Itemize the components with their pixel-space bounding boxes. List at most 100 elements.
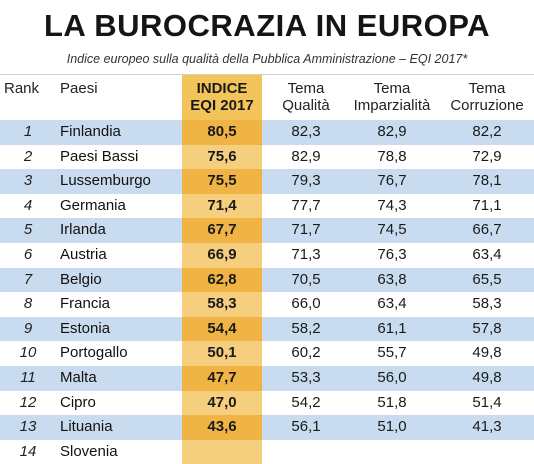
header-paesi: Paesi: [60, 80, 98, 97]
header-corruzione: Tema Corruzione: [450, 80, 524, 114]
table-row: 6 Austria 66,9 71,3 76,3 63,4: [0, 242, 534, 268]
indice-cell: 80,5: [182, 120, 262, 145]
imparzialita-cell: 56,0: [377, 368, 407, 386]
rank-cell: 8: [23, 295, 33, 313]
country-cell: Belgio: [60, 270, 102, 288]
imparzialita-cell: 82,9: [377, 123, 407, 140]
rank-cell: 3: [23, 172, 33, 190]
qualita-cell: 82,3: [291, 123, 321, 140]
country-cell: Lituania: [60, 418, 113, 436]
country-cell: Finlandia: [60, 123, 121, 140]
qualita-cell: 53,3: [291, 368, 321, 386]
country-cell: Estonia: [60, 319, 111, 337]
imparzialita-cell: 63,4: [377, 295, 407, 313]
corruzione-cell: 72,9: [472, 147, 502, 165]
rank-cell: 2: [23, 147, 33, 165]
corruzione-cell: 78,1: [472, 172, 502, 190]
imparzialita-cell: 76,3: [377, 245, 407, 263]
qualita-cell: 60,2: [291, 344, 321, 362]
header-imparzialita: Tema Imparzialità: [353, 80, 431, 114]
qualita-cell: [270, 440, 342, 464]
table-row: 12 Cipro 47,0 54,2 51,8 51,4: [0, 390, 534, 416]
table-header: Rank Paesi INDICE EQI 2017 Tema Qualità …: [0, 74, 534, 121]
corruzione-cell: 66,7: [472, 221, 502, 239]
table-row: 1 Finlandia 80,5 82,3 82,9 82,2: [0, 120, 534, 145]
imparzialita-cell: 63,8: [377, 270, 407, 288]
corruzione-cell: 65,5: [472, 270, 502, 288]
rank-cell: 1: [23, 123, 33, 140]
indice-cell: 62,8: [182, 267, 262, 293]
country-cell: Francia: [60, 295, 111, 313]
imparzialita-cell: 74,5: [377, 221, 407, 239]
indice-cell: 75,5: [182, 169, 262, 194]
country-cell: Cipro: [60, 393, 96, 411]
indice-cell: [182, 439, 262, 464]
page-title: LA BUROCRAZIA IN EUROPA: [43, 8, 491, 43]
qualita-cell: 56,1: [291, 418, 321, 436]
header-indice: INDICE EQI 2017: [182, 75, 262, 121]
header-rank: Rank: [4, 80, 40, 97]
country-cell: Malta: [60, 368, 97, 386]
table-row: 9 Estonia 54,4 58,2 61,1 57,8: [0, 316, 534, 342]
rank-cell: 11: [20, 368, 36, 386]
country-cell: Austria: [60, 245, 107, 263]
table-row: 13 Lituania 43,6 56,1 51,0 41,3: [0, 415, 534, 440]
indice-cell: 50,1: [182, 341, 262, 366]
imparzialita-cell: 74,3: [377, 196, 407, 214]
rank-cell: 9: [23, 319, 33, 337]
imparzialita-cell: 51,8: [377, 393, 407, 411]
qualita-cell: 79,3: [291, 172, 321, 190]
rank-cell: 12: [19, 393, 37, 411]
rank-cell: 5: [23, 221, 33, 239]
corruzione-cell: 41,3: [472, 418, 502, 436]
qualita-cell: 71,7: [291, 221, 321, 239]
indice-cell: 47,7: [182, 365, 262, 391]
table-row: 2 Paesi Bassi 75,6 82,9 78,8 72,9: [0, 144, 534, 170]
indice-cell: 58,3: [182, 292, 262, 317]
ranking-table: 1 Finlandia 80,5 82,3 82,9 82,2 2 Paesi …: [0, 120, 534, 464]
imparzialita-cell: 76,7: [377, 172, 407, 190]
qualita-cell: 77,7: [291, 196, 321, 214]
corruzione-cell: 82,2: [472, 123, 502, 140]
imparzialita-cell: 55,7: [377, 344, 407, 362]
indice-cell: 66,9: [182, 242, 262, 268]
corruzione-cell: 51,4: [472, 393, 502, 411]
qualita-cell: 54,2: [291, 393, 321, 411]
corruzione-cell: 49,8: [472, 344, 502, 362]
table-row: 10 Portogallo 50,1 60,2 55,7 49,8: [0, 341, 534, 366]
table-row: 14 Slovenia: [0, 439, 534, 464]
table-row: 4 Germania 71,4 77,7 74,3 71,1: [0, 193, 534, 219]
imparzialita-cell: 51,0: [377, 418, 407, 436]
qualita-cell: 66,0: [291, 295, 321, 313]
corruzione-cell: [440, 440, 534, 464]
corruzione-cell: 58,3: [472, 295, 502, 313]
rank-cell: 10: [19, 344, 37, 362]
table-row: 3 Lussemburgo 75,5 79,3 76,7 78,1: [0, 169, 534, 194]
corruzione-cell: 49,8: [472, 368, 502, 386]
country-cell: Slovenia: [60, 442, 118, 460]
qualita-cell: 70,5: [291, 270, 321, 288]
indice-cell: 43,6: [182, 415, 262, 440]
corruzione-cell: 57,8: [472, 319, 502, 337]
indice-cell: 75,6: [182, 144, 262, 170]
imparzialita-cell: 78,8: [377, 147, 407, 165]
page-subtitle: Indice europeo sulla qualità della Pubbl…: [66, 52, 468, 66]
country-cell: Germania: [60, 196, 126, 214]
imparzialita-cell: 61,1: [377, 319, 407, 337]
qualita-cell: 82,9: [291, 147, 321, 165]
country-cell: Lussemburgo: [60, 172, 151, 190]
corruzione-cell: 63,4: [472, 245, 502, 263]
rank-cell: 6: [23, 245, 33, 263]
indice-cell: 54,4: [182, 316, 262, 342]
table-row: 8 Francia 58,3 66,0 63,4 58,3: [0, 292, 534, 317]
table-row: 7 Belgio 62,8 70,5 63,8 65,5: [0, 267, 534, 293]
rank-cell: 14: [19, 442, 37, 460]
corruzione-cell: 71,1: [472, 196, 502, 214]
table-row: 11 Malta 47,7 53,3 56,0 49,8: [0, 365, 534, 391]
country-cell: Portogallo: [60, 344, 128, 362]
imparzialita-cell: [346, 440, 438, 464]
indice-cell: 67,7: [182, 218, 262, 243]
rank-cell: 13: [19, 418, 37, 436]
country-cell: Paesi Bassi: [60, 147, 139, 165]
header-qualita: Tema Qualità: [282, 80, 330, 114]
